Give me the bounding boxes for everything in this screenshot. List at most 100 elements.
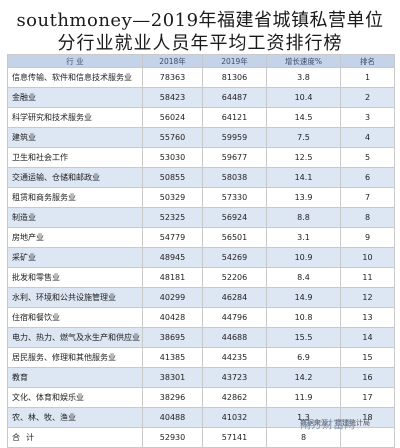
wage-2019-cell: 57330: [202, 187, 267, 208]
wage-2018-cell: 55760: [142, 127, 203, 148]
rank-cell: 10: [340, 247, 395, 268]
table-row: 建筑业 55760 59959 7.5 4: [7, 127, 395, 148]
title-line-1: southmoney—2019年福建省城镇私营单位: [16, 10, 384, 31]
wage-2018-cell: 50855: [142, 167, 203, 188]
rank-cell: 4: [340, 127, 395, 148]
rank-cell: 17: [340, 387, 395, 408]
growth-cell: 1.3: [266, 407, 341, 428]
wage-2019-cell: 43723: [202, 367, 267, 388]
rank-cell: 12: [340, 287, 395, 308]
growth-cell: 12.5: [266, 147, 341, 168]
industry-cell: 制造业: [7, 207, 143, 228]
growth-cell: 13.9: [266, 187, 341, 208]
wage-2018-cell: 41385: [142, 347, 203, 368]
growth-cell: 3.1: [266, 227, 341, 248]
table-row: 交通运输、仓储和邮政业 50855 58038 14.1 6: [7, 167, 395, 188]
growth-cell: 7.5: [266, 127, 341, 148]
wage-2019-cell: 44796: [202, 307, 267, 328]
table-body: 信息传输、软件和信息技术服务业 78363 81306 3.8 1 金融业 58423 644…: [7, 67, 395, 448]
rank-cell: 16: [340, 367, 395, 388]
header-2018: 2018年: [142, 54, 203, 68]
table-row: 租赁和商务服务业 50329 57330 13.9 7: [7, 187, 395, 208]
industry-cell: 教育: [7, 367, 143, 388]
wage-2018-cell: 38695: [142, 327, 203, 348]
industry-cell: 采矿业: [7, 247, 143, 268]
rank-cell: 13: [340, 307, 395, 328]
growth-cell: 15.5: [266, 327, 341, 348]
industry-cell: 电力、热力、燃气及水生产和供应业: [7, 327, 143, 348]
industry-cell: 科学研究和技术服务业: [7, 107, 143, 128]
wage-2018-cell: 48945: [142, 247, 203, 268]
industry-cell: 租赁和商务服务业: [7, 187, 143, 208]
header-rank: 排名: [340, 54, 395, 68]
wage-2019-cell: 57141: [202, 427, 267, 448]
table-row: 制造业 52325 56924 8.8 8: [7, 207, 395, 228]
title-line-2: 分行业就业人员年平均工资排行榜: [57, 33, 343, 54]
industry-cell: 农、林、牧、渔业: [7, 407, 143, 428]
rank-cell: 15: [340, 347, 395, 368]
growth-cell: 10.8: [266, 307, 341, 328]
wage-2018-cell: 52930: [142, 427, 203, 448]
growth-cell: 14.1: [266, 167, 341, 188]
rank-cell: 11: [340, 267, 395, 288]
growth-cell: 8.4: [266, 267, 341, 288]
rank-cell: 5: [340, 147, 395, 168]
table-row: 信息传输、软件和信息技术服务业 78363 81306 3.8 1: [7, 67, 395, 88]
source-note: 数据来源：福建统计局: [300, 419, 370, 427]
wage-2018-cell: 40488: [142, 407, 203, 428]
wage-2019-cell: 81306: [202, 67, 267, 88]
industry-cell: 居民服务、修理和其他服务业: [7, 347, 143, 368]
wage-2019-cell: 44235: [202, 347, 267, 368]
wage-2019-cell: 52206: [202, 267, 267, 288]
table-row: 教育 38301 43723 14.2 16: [7, 367, 395, 388]
wage-2019-cell: 58038: [202, 167, 267, 188]
industry-cell: 水利、环境和公共设施管理业: [7, 287, 143, 308]
salary-table: 行 业 2018年 2019年 增长速度% 排名 信息传输、软件和信息技术服务业…: [7, 54, 395, 448]
industry-cell: 卫生和社会工作: [7, 147, 143, 168]
rank-cell: 14: [340, 327, 395, 348]
wage-2018-cell: 58423: [142, 87, 203, 108]
table-row: 住宿和餐饮业 40428 44796 10.8 13: [7, 307, 395, 328]
industry-cell: 批发和零售业: [7, 267, 143, 288]
wage-2018-cell: 40299: [142, 287, 203, 308]
growth-cell: 6.9: [266, 347, 341, 368]
industry-cell: 交通运输、仓储和邮政业: [7, 167, 143, 188]
industry-cell: 金融业: [7, 87, 143, 108]
wage-2018-cell: 53030: [142, 147, 203, 168]
rank-cell: 7: [340, 187, 395, 208]
wage-2018-cell: 48181: [142, 267, 203, 288]
growth-cell: 8.8: [266, 207, 341, 228]
header-industry: 行 业: [7, 54, 143, 68]
wage-2019-cell: 56924: [202, 207, 267, 228]
growth-cell: 3.8: [266, 67, 341, 88]
table-row: 卫生和社会工作 53030 59677 12.5 5: [7, 147, 395, 168]
wage-2019-cell: 42862: [202, 387, 267, 408]
wage-2019-cell: 59677: [202, 147, 267, 168]
rank-cell: 8: [340, 207, 395, 228]
wage-2019-cell: 59959: [202, 127, 267, 148]
wage-2018-cell: 52325: [142, 207, 203, 228]
rank-cell: 6: [340, 167, 395, 188]
wage-2018-cell: 54779: [142, 227, 203, 248]
wage-2019-cell: 64487: [202, 87, 267, 108]
growth-cell: 11.9: [266, 387, 341, 408]
wage-2018-cell: 50329: [142, 187, 203, 208]
wage-2018-cell: 38301: [142, 367, 203, 388]
growth-cell: 10.4: [266, 87, 341, 108]
industry-cell: 房地产业: [7, 227, 143, 248]
wage-2019-cell: 54269: [202, 247, 267, 268]
wage-2018-cell: 78363: [142, 67, 203, 88]
industry-cell: 合计: [7, 427, 143, 448]
rank-cell: 3: [340, 107, 395, 128]
table-row: 科学研究和技术服务业 56024 64121 14.5 3: [7, 107, 395, 128]
growth-cell: 10.9: [266, 247, 341, 268]
industry-cell: 建筑业: [7, 127, 143, 148]
wage-2018-cell: 38296: [142, 387, 203, 408]
table-row: 批发和零售业 48181 52206 8.4 11: [7, 267, 395, 288]
rank-cell: 9: [340, 227, 395, 248]
wage-2018-cell: 40428: [142, 307, 203, 328]
growth-cell: 14.9: [266, 287, 341, 308]
table-row: 电力、热力、燃气及水生产和供应业 38695 44688 15.5 14: [7, 327, 395, 348]
wage-2018-cell: 56024: [142, 107, 203, 128]
rank-cell: 2: [340, 87, 395, 108]
